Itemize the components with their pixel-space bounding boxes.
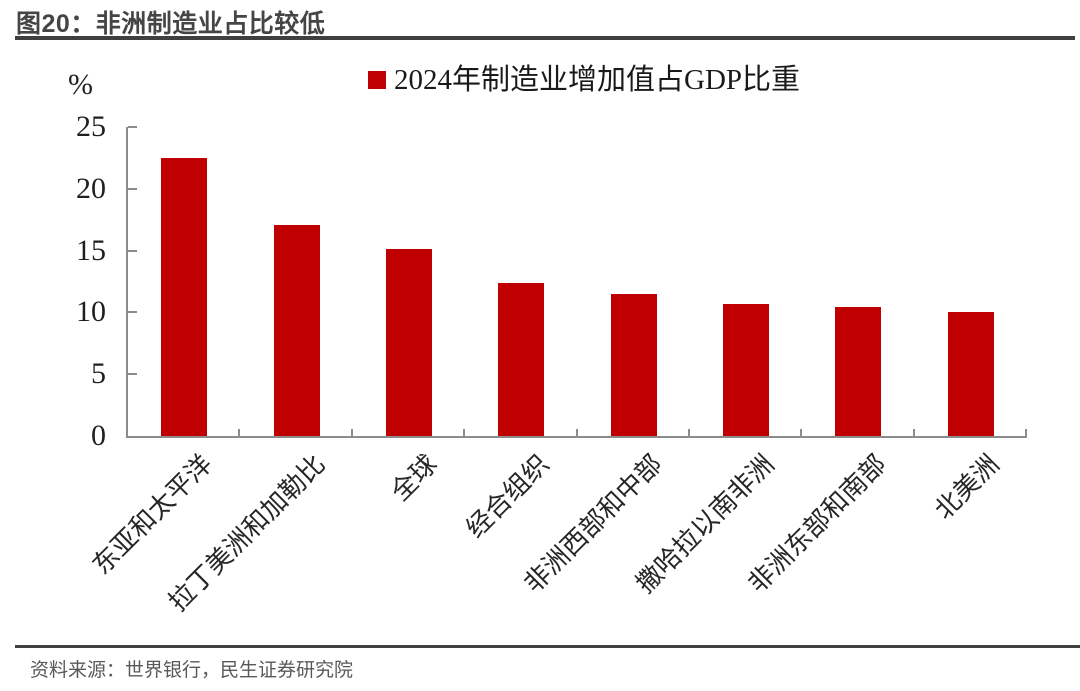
y-axis-tick [128,311,137,314]
footer-rule [15,645,1080,648]
legend-label: 2024年制造业增加值占GDP比重 [394,64,801,96]
y-axis-tick [128,126,137,128]
source-note: 资料来源：世界银行，民生证券研究院 [30,660,354,681]
bar [385,249,432,436]
y-tick-label: 15 [76,233,106,267]
y-axis-tick [128,249,137,252]
figure-title: 图20：非洲制造业占比较低 [16,10,326,38]
y-tick-label: 5 [91,357,106,391]
legend-swatch-icon [368,71,386,89]
bar [723,303,770,436]
bar [610,293,657,436]
x-axis-tick [1025,429,1027,436]
bar [161,157,208,436]
x-axis-tick [463,429,466,436]
x-axis-tick [350,429,353,436]
x-axis-tick [238,429,241,436]
y-axis-tick [128,187,137,190]
title-rule [15,36,1075,40]
y-axis-tick [128,373,137,376]
x-category-label: 北美洲 [928,449,1005,525]
bar [498,282,545,436]
x-category-label: 经合组织 [461,449,556,544]
y-tick-label: 25 [76,110,106,143]
bar [947,312,994,436]
y-tick-label: 0 [91,419,106,452]
bar [273,224,320,436]
x-axis-tick [912,429,915,436]
y-axis-unit-label: % [68,68,93,101]
x-axis-tick [575,429,578,436]
y-tick-label: 20 [76,171,106,205]
plot-area [126,126,1027,438]
x-axis-tick [800,429,803,436]
bar [835,307,882,436]
y-tick-label: 10 [76,295,106,329]
chart-legend: 2024年制造业增加值占GDP比重 [368,63,800,97]
x-axis-tick [687,429,690,436]
x-category-label: 全球 [385,449,443,507]
